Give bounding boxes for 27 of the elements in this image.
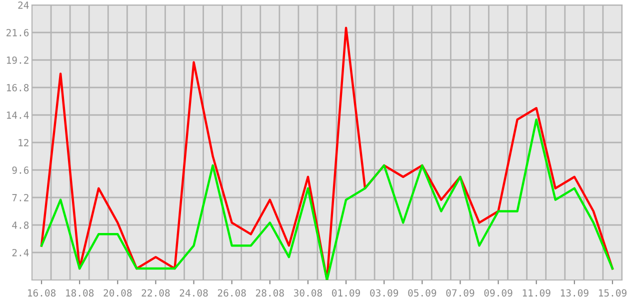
x-tick-label: 05.09 <box>408 289 436 297</box>
x-tick-label: 24.08 <box>180 289 208 297</box>
line-series <box>40 118 614 280</box>
x-tick-label: 16.08 <box>28 289 56 297</box>
y-tick-label: 24 <box>18 2 29 9</box>
x-tick-label: 13.09 <box>560 289 588 297</box>
x-tick-label: 03.09 <box>370 289 398 297</box>
x-tick-label: 18.08 <box>66 289 94 297</box>
y-tick-label: 16.8 <box>6 84 29 92</box>
x-tick-label: 26.08 <box>218 289 246 297</box>
x-tick-label: 20.08 <box>104 289 132 297</box>
x-tick-label: 30.08 <box>294 289 322 297</box>
x-tick-label: 07.09 <box>446 289 474 297</box>
x-tick-label: 22.08 <box>142 289 170 297</box>
y-tick-label: 2.4 <box>12 249 29 256</box>
x-tick-label: 15.09 <box>599 289 626 297</box>
y-tick-label: 21.6 <box>6 29 29 36</box>
x-tick-label: 09.09 <box>484 289 512 297</box>
y-tick-label: 14.4 <box>6 112 29 119</box>
y-tick-label: 7.2 <box>12 194 28 202</box>
y-tick-label: 19.2 <box>6 56 28 64</box>
x-tick-label: 11.09 <box>522 289 550 297</box>
y-tick-label: 12 <box>18 139 28 146</box>
y-tick-label: 4.8 <box>12 222 29 229</box>
y-tick-label: 9.6 <box>12 166 29 174</box>
x-tick-label: 28.08 <box>256 289 284 297</box>
x-tick-label: 01.09 <box>332 289 360 297</box>
